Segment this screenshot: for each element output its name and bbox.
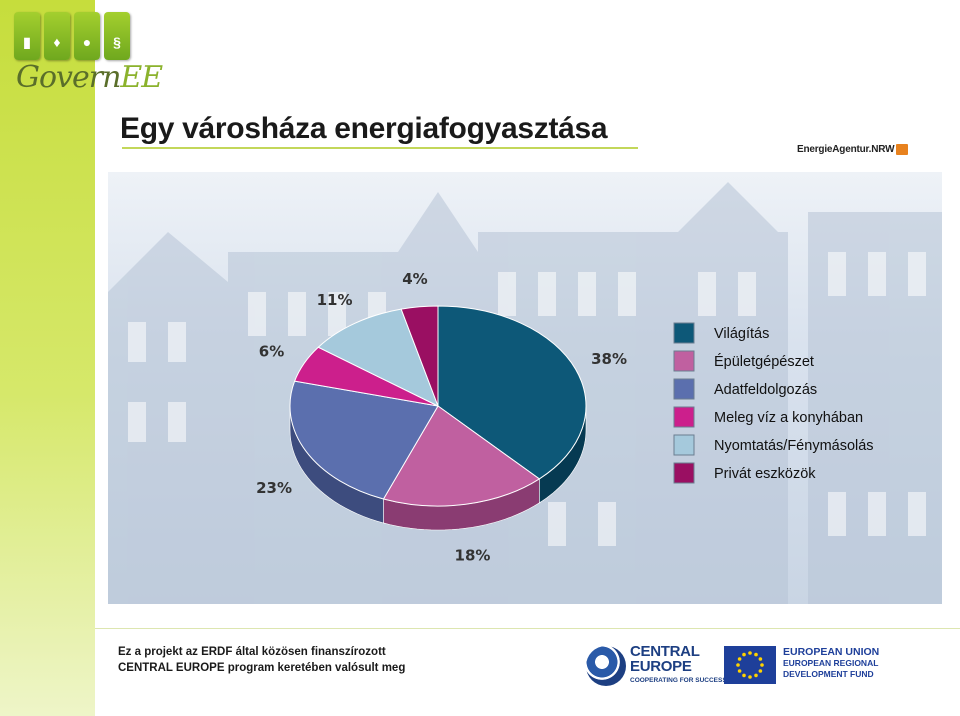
eu-stars-icon	[736, 651, 764, 679]
pie-slice-2	[289, 380, 439, 500]
legend-label-1: Épületgépészet	[714, 353, 814, 370]
eu-flag-icon	[724, 646, 776, 684]
governee-logo: ▮ ♦ ● § GovernEE	[14, 12, 163, 98]
pie-label-2: 23%	[256, 479, 292, 497]
eu-star-icon	[758, 669, 763, 673]
energieagentur-label: EnergieAgentur.NRW	[797, 144, 895, 156]
pie-chart: 38% 18% 23% 6% 11% 4% Világítás Épületgépészet…	[256, 270, 874, 565]
pie-slice-0	[437, 305, 587, 480]
legend-label-5: Privát eszközök	[714, 466, 816, 482]
logo-box-paragraph-icon: §	[104, 12, 130, 60]
logo-wordmark: GovernEE	[16, 60, 163, 95]
chart-legend: Világítás Épületgépészet Adatfeldolgozás Me…	[673, 322, 874, 484]
central-europe-globe-icon	[586, 646, 626, 686]
legend-swatch-4	[673, 434, 695, 456]
legend-label-3: Meleg víz a konyhában	[714, 410, 863, 426]
pie-label-5: 4%	[402, 270, 427, 288]
central-europe-logo: CENTRAL EUROPE COOPERATING FOR SUCCESS.	[586, 644, 728, 690]
eu-line-1: EUROPEAN UNION	[783, 646, 880, 658]
footer-line-1: Ez a projekt az ERDF által közösen finan…	[118, 646, 386, 658]
legend-label-2: Adatfeldolgozás	[714, 382, 817, 398]
eu-star-icon	[760, 663, 764, 667]
eu-logo-text: EUROPEAN UNION EUROPEAN REGIONAL DEVELOP…	[783, 647, 879, 680]
legend-swatch-0	[673, 322, 695, 344]
legend-label-4: Nyomtatás/Fénymásolás	[714, 438, 874, 454]
green-sidebar	[0, 0, 95, 716]
eu-star-icon	[736, 663, 740, 667]
pie-slice-5	[400, 305, 439, 407]
pie-slice-1	[382, 405, 541, 507]
logo-box-sun-icon: ●	[74, 12, 100, 60]
central-europe-tagline: COOPERATING FOR SUCCESS.	[630, 677, 729, 684]
footer-line-2: CENTRAL EUROPE program keretében valósul…	[118, 662, 406, 674]
legend-swatch-3	[673, 406, 695, 428]
energieagentur-logo: EnergieAgentur.NRW	[797, 144, 909, 156]
pie-slice-4	[317, 308, 439, 408]
eu-star-icon	[758, 657, 763, 661]
ce-line-2: EUROPE	[630, 658, 692, 675]
eu-star-icon	[754, 652, 758, 657]
title-underline	[122, 147, 638, 149]
pie-top	[289, 305, 587, 507]
footer-text: Ez a projekt az ERDF által közösen finan…	[118, 644, 405, 676]
eu-line-2: EUROPEAN REGIONAL	[783, 658, 879, 668]
legend-swatch-1	[673, 350, 695, 372]
logo-box-leaf-icon: ♦	[44, 12, 70, 60]
legend-label-0: Világítás	[714, 326, 769, 342]
pie-label-0: 38%	[591, 350, 627, 368]
eu-star-icon	[748, 675, 752, 679]
energieagentur-mark-icon	[896, 144, 909, 155]
pie-label-4: 11%	[317, 291, 353, 309]
eu-star-icon	[754, 673, 758, 678]
slide-title: Egy városháza energiafogyasztása	[120, 112, 608, 145]
eu-line-3: DEVELOPMENT FUND	[783, 669, 874, 679]
footer-divider	[95, 628, 960, 629]
eu-star-icon	[737, 657, 742, 661]
eu-star-icon	[742, 673, 746, 678]
pie-label-1: 18%	[455, 547, 491, 565]
eu-star-icon	[742, 652, 746, 657]
pie-label-3: 6%	[259, 343, 284, 361]
logo-box-building-icon: ▮	[14, 12, 40, 60]
eu-star-icon	[737, 669, 742, 673]
eu-star-icon	[748, 651, 752, 655]
pie-labels: 38% 18% 23% 6% 11% 4%	[256, 270, 627, 565]
legend-swatch-5	[673, 462, 695, 484]
legend-swatch-2	[673, 378, 695, 400]
logo-word-main: Govern	[16, 60, 121, 95]
ce-line-1: CENTRAL	[630, 643, 700, 660]
logo-word-accent: EE	[120, 60, 163, 95]
central-europe-name: CENTRAL EUROPE	[630, 644, 700, 674]
